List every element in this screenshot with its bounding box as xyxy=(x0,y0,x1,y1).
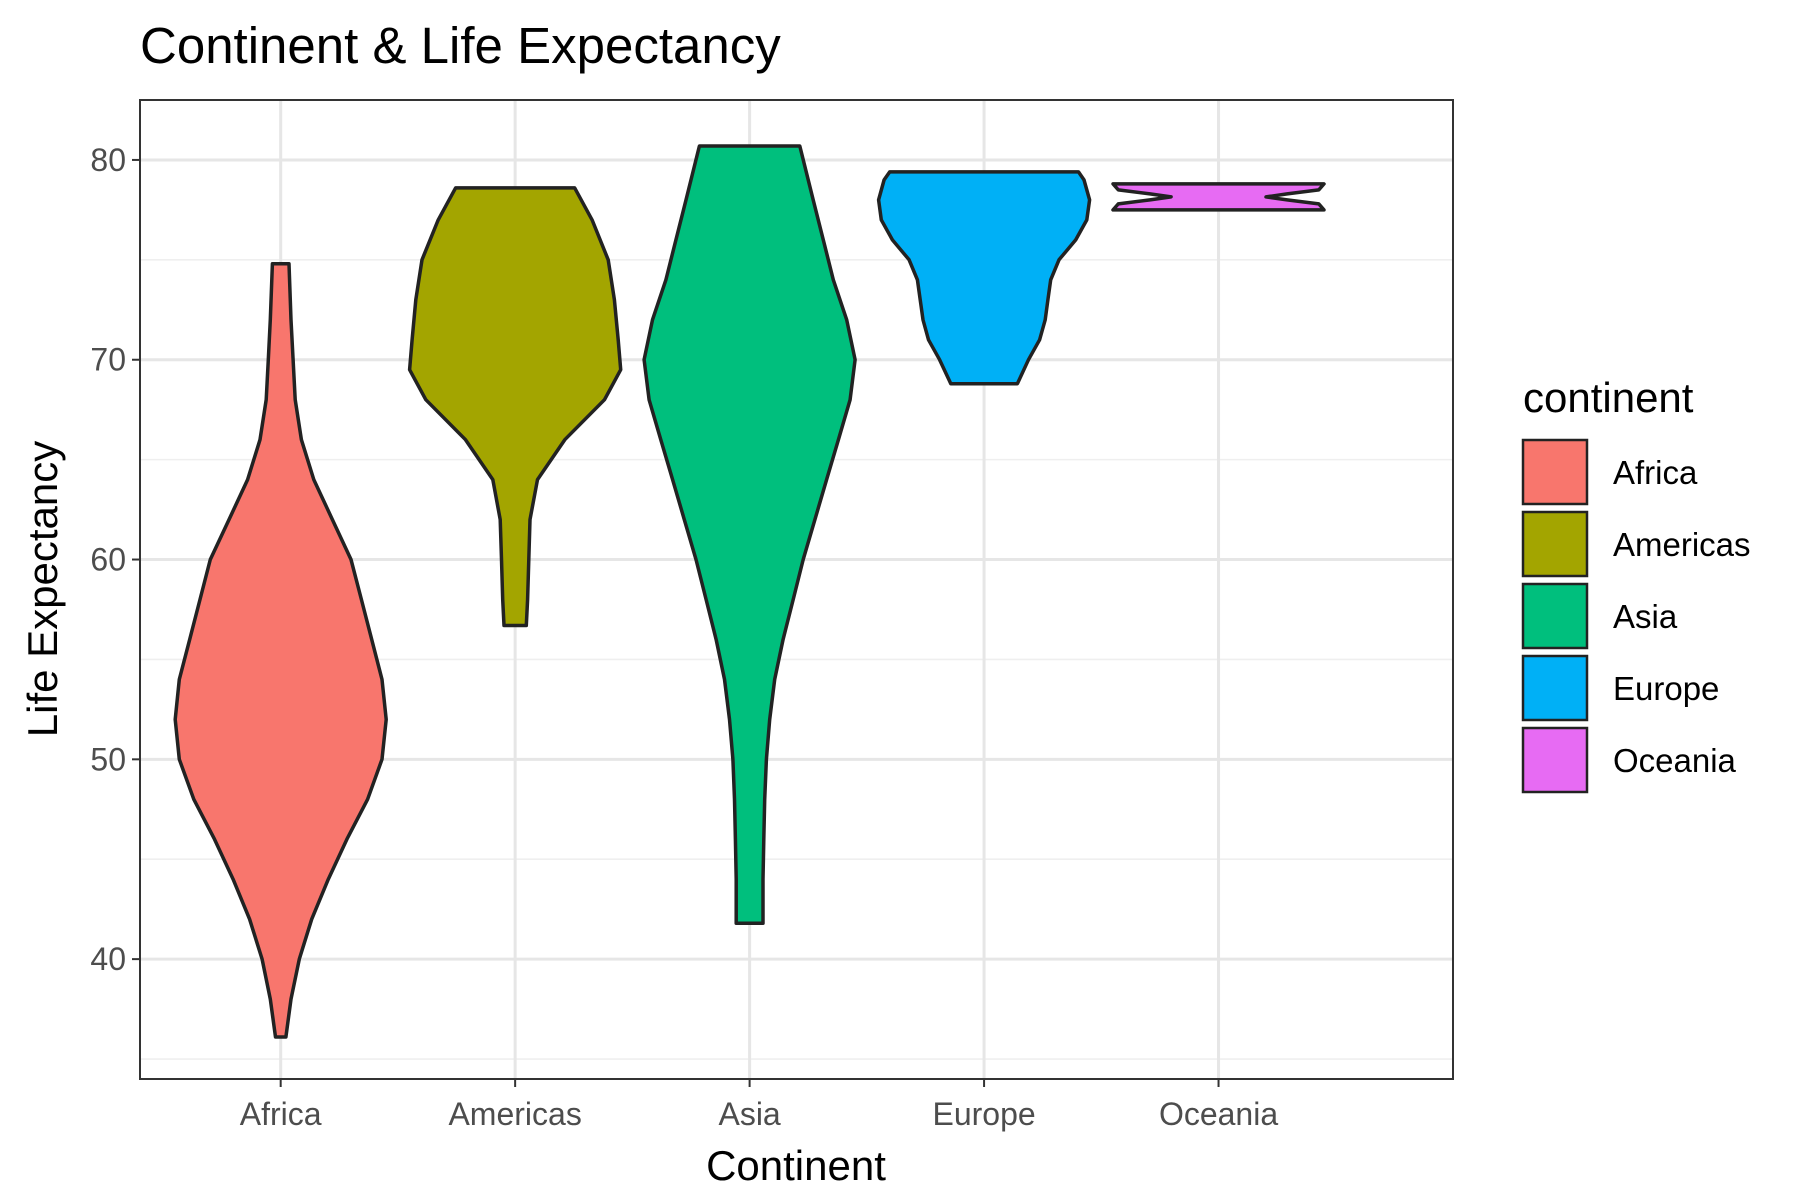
legend-label: Oceania xyxy=(1613,742,1737,779)
chart-title: Continent & Life Expectancy xyxy=(140,17,781,74)
y-tick-label: 80 xyxy=(90,142,126,178)
violin-africa xyxy=(173,262,388,1039)
legend-key-europe xyxy=(1521,654,1589,722)
legend-label: Africa xyxy=(1613,454,1698,491)
legend-key-africa xyxy=(1521,438,1589,506)
x-tick-label: Africa xyxy=(240,1096,322,1132)
violins xyxy=(173,144,1326,1039)
legend-keys: Africa Americas Asia Europe Oceania xyxy=(1521,438,1751,794)
legend-label: Europe xyxy=(1613,670,1719,707)
x-tick-label: Asia xyxy=(718,1096,780,1132)
x-tick-label: Europe xyxy=(932,1096,1035,1132)
legend-label: Americas xyxy=(1613,526,1751,563)
legend-title: continent xyxy=(1523,374,1694,421)
legend-label: Asia xyxy=(1613,598,1678,635)
violin-europe xyxy=(876,170,1092,386)
x-tick-label: Oceania xyxy=(1159,1096,1278,1132)
plot-panel xyxy=(139,99,1454,1080)
violin-asia xyxy=(642,144,857,925)
legend-key-americas xyxy=(1521,510,1589,578)
y-tick-label: 60 xyxy=(90,542,126,578)
legend-key-asia xyxy=(1521,582,1589,650)
y-tick-label: 50 xyxy=(90,741,126,777)
x-tick-label: Americas xyxy=(448,1096,581,1132)
violin-americas xyxy=(407,186,623,628)
x-axis-title: Continent xyxy=(706,1142,886,1189)
y-axis-title: Life Expectancy xyxy=(19,441,66,738)
y-axis-ticks: 40 50 60 70 80 xyxy=(90,142,140,977)
legend-key-oceania xyxy=(1521,726,1589,794)
violin-oceania xyxy=(1111,182,1326,212)
y-tick-label: 40 xyxy=(90,941,126,977)
x-axis-ticks: Africa Americas Asia Europe Oceania xyxy=(240,1079,1278,1132)
y-tick-label: 70 xyxy=(90,342,126,378)
legend: continent Africa Americas Asia Europe Oceani… xyxy=(1521,374,1751,794)
